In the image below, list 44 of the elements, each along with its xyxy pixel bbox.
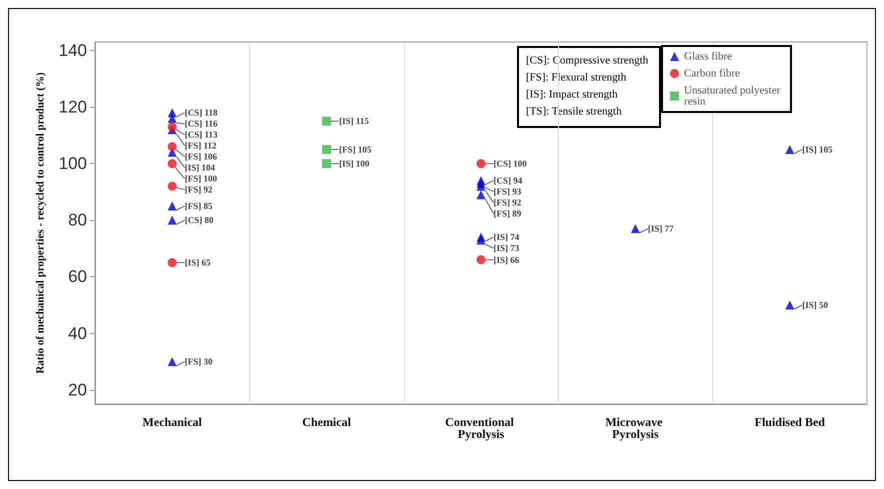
data-label: [IS] 105 <box>802 144 834 154</box>
data-label: [FS] 85 <box>184 201 213 212</box>
legend-label: Carbon fibre <box>684 68 740 80</box>
data-label: [IS] 73 <box>494 243 520 254</box>
data-label: [IS] 77 <box>648 224 674 234</box>
data-label: [IS] 74 <box>494 232 520 242</box>
y-tick-label: 120 <box>58 98 87 117</box>
y-axis-title: Ratio of mechanical properties - recycled to control product (%) <box>34 72 46 374</box>
data-label: [FS] 112 <box>184 140 217 151</box>
y-tick-label: 40 <box>68 324 87 343</box>
data-label: [CS] 113 <box>184 130 218 140</box>
data-label: [IS] 104 <box>184 162 216 173</box>
x-tick-label: Mechanical <box>142 415 203 429</box>
data-label: [FS] 100 <box>184 174 218 184</box>
data-label: [FS] 30 <box>184 356 213 367</box>
annotation: [IS]: Impact strength <box>526 88 618 100</box>
y-tick-label: 140 <box>58 40 87 60</box>
x-tick-label: Microwave Pyrolysis <box>605 415 666 441</box>
y-tick-label: 80 <box>68 210 87 230</box>
data-label: [FS] 89 <box>494 208 522 219</box>
x-tick-label: Conventional Pyrolysis <box>445 415 517 441</box>
data-label: [IS] 100 <box>339 158 370 169</box>
data-label: [CS] 80 <box>184 215 214 226</box>
data-label: [FS] 93 <box>494 186 522 197</box>
data-label: [IS] 65 <box>184 258 211 268</box>
data-label: [FS] 92 <box>184 184 213 195</box>
data-label: [CS] 100 <box>494 158 528 169</box>
x-tick-label: Chemical <box>302 415 352 429</box>
data-label: [FS] 105 <box>339 144 372 154</box>
y-tick-label: 100 <box>58 154 87 174</box>
data-label: [CS] 116 <box>184 118 218 129</box>
data-label: [IS] 115 <box>339 116 370 126</box>
legend-label: Glass fibre <box>684 50 732 62</box>
data-label: [IS] 50 <box>802 300 829 310</box>
x-tick-label: Fluidised Bed <box>754 415 826 429</box>
annotation: [CS]: Compressive strength <box>526 54 649 66</box>
legend-label: Unsaturated polyester resin <box>684 84 783 108</box>
y-tick-label: 20 <box>68 380 87 400</box>
y-tick-label: 60 <box>68 267 87 286</box>
data-label: [CS] 118 <box>184 108 218 118</box>
data-label: [FS] 106 <box>184 152 218 162</box>
data-label: [FS] 92 <box>494 198 522 208</box>
data-label: [IS] 66 <box>494 254 520 265</box>
data-label: [CS] 94 <box>494 176 523 186</box>
